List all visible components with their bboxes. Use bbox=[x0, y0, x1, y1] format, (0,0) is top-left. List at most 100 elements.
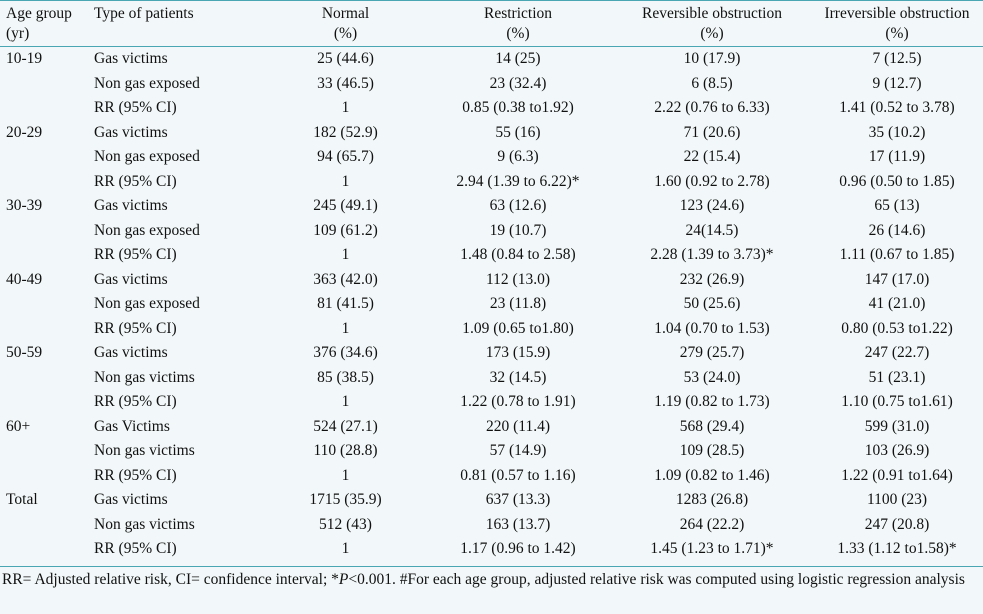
table-header: Age group (yr) Type of patients Normal (… bbox=[0, 0, 983, 47]
cell-age-group bbox=[0, 317, 94, 342]
cell-normal: 109 (61.2) bbox=[313, 221, 378, 239]
cell-restriction: 19 (10.7) bbox=[489, 221, 547, 239]
header-irreversible-line2: (%) bbox=[885, 25, 909, 42]
cell-irreversible-obstruction: 41 (21.0) bbox=[868, 295, 926, 312]
cell-normal: 33 (46.5) bbox=[317, 74, 374, 92]
cell-type-of-patients: RR (95% CI) bbox=[94, 99, 177, 116]
cell-irreversible-obstruction: 247 (20.8) bbox=[864, 515, 930, 533]
cell-age-group: 20-29 bbox=[6, 123, 43, 141]
cell-type-of-patients: Non gas exposed bbox=[94, 74, 200, 92]
cell-normal: 1 bbox=[341, 393, 350, 410]
table-row: Non gas exposed 33 (46.5) 23 (32.4) 6 (8.5)… bbox=[0, 72, 983, 97]
cell-irreversible-obstruction: 147 (17.0) bbox=[864, 270, 930, 288]
cell-irreversible-obstruction: 1.22 (0.91 to1.64) bbox=[841, 466, 953, 484]
cell-restriction: 173 (15.9) bbox=[485, 344, 551, 361]
cell-age-group bbox=[0, 170, 94, 195]
header-age-group-line1: Age group bbox=[6, 5, 72, 22]
cell-reversible-obstruction: 71 (20.6) bbox=[683, 123, 741, 141]
cell-normal: 1 bbox=[341, 246, 350, 263]
header-reversible-obstruction: Reversible obstruction (%) bbox=[619, 0, 805, 47]
footnote-part2: <0.001. #For each age group, adjusted re… bbox=[348, 571, 965, 588]
table-row: RR (95% CI) 1 1.22 (0.78 to 1.91) 1.19 (0.8… bbox=[0, 390, 983, 415]
cell-reversible-obstruction: 53 (24.0) bbox=[683, 368, 741, 386]
cell-restriction: 637 (13.3) bbox=[485, 491, 551, 508]
cell-age-group: 30-39 bbox=[6, 197, 43, 214]
cell-restriction: 23 (32.4) bbox=[489, 74, 547, 92]
cell-irreversible-obstruction: 0.80 (0.53 to1.22) bbox=[841, 319, 953, 337]
header-reversible-line1: Reversible obstruction bbox=[642, 5, 782, 22]
cell-irreversible-obstruction: 103 (26.9) bbox=[864, 442, 930, 459]
cell-irreversible-obstruction: 0.96 (0.50 to 1.85) bbox=[839, 172, 955, 190]
cell-reversible-obstruction: 1.60 (0.92 to 2.78) bbox=[654, 172, 770, 190]
cell-type-of-patients: Non gas exposed bbox=[94, 295, 200, 312]
cell-reversible-obstruction: 1.45 (1.23 to 1.71)* bbox=[650, 540, 774, 557]
table-row: 30-39 Gas victims 245 (49.1) 63 (12.6) 123 (… bbox=[0, 194, 983, 219]
cell-age-group bbox=[0, 292, 94, 317]
table-row: 40-49 Gas victims 363 (42.0) 112 (13.0) 232 … bbox=[0, 268, 983, 293]
cell-irreversible-obstruction: 1.10 (0.75 to1.61) bbox=[841, 393, 953, 410]
cell-reversible-obstruction: 50 (25.6) bbox=[683, 295, 741, 312]
cell-irreversible-obstruction: 9 (12.7) bbox=[872, 74, 922, 92]
cell-reversible-obstruction: 109 (28.5) bbox=[679, 442, 745, 459]
cell-type-of-patients: Gas victims bbox=[94, 270, 168, 288]
cell-reversible-obstruction: 1.04 (0.70 to 1.53) bbox=[654, 319, 770, 337]
cell-reversible-obstruction: 1.09 (0.82 to 1.46) bbox=[654, 466, 770, 484]
cell-normal: 363 (42.0) bbox=[313, 270, 378, 288]
header-restriction-line1: Restriction bbox=[483, 5, 553, 22]
cell-irreversible-obstruction: 26 (14.6) bbox=[868, 221, 926, 239]
header-restriction-line2: (%) bbox=[506, 25, 530, 42]
cell-reversible-obstruction: 24(14.5) bbox=[685, 221, 739, 239]
cell-restriction: 1.48 (0.84 to 2.58) bbox=[460, 246, 576, 263]
cell-age-group bbox=[0, 439, 94, 464]
header-irreversible-obstruction: Irreversible obstruction (%) bbox=[805, 0, 983, 47]
table-body: 10-19 Gas victims 25 (44.6) 14 (25) 10 (17.9… bbox=[0, 47, 983, 562]
header-row: Age group (yr) Type of patients Normal (… bbox=[0, 0, 983, 47]
cell-irreversible-obstruction: 599 (31.0) bbox=[864, 417, 930, 435]
table-row: Non gas exposed 81 (41.5) 23 (11.8) 50 (25.… bbox=[0, 292, 983, 317]
cell-type-of-patients: Gas victims bbox=[94, 123, 168, 141]
cell-reversible-obstruction: 2.22 (0.76 to 6.33) bbox=[654, 99, 770, 116]
cell-age-group bbox=[0, 145, 94, 170]
cell-restriction: 23 (11.8) bbox=[489, 295, 547, 312]
cell-normal: 25 (44.6) bbox=[317, 50, 374, 67]
table-row: 10-19 Gas victims 25 (44.6) 14 (25) 10 (17.9… bbox=[0, 47, 983, 72]
cell-irreversible-obstruction: 35 (10.2) bbox=[868, 123, 926, 141]
cell-normal: 1715 (35.9) bbox=[309, 491, 382, 508]
cell-age-group bbox=[0, 390, 94, 415]
cell-age-group: 10-19 bbox=[6, 50, 43, 67]
table-footnote: RR= Adjusted relative risk, CI= confiden… bbox=[0, 566, 983, 614]
cell-type-of-patients: Non gas exposed bbox=[94, 148, 200, 165]
data-table: Age group (yr) Type of patients Normal (… bbox=[0, 0, 983, 562]
cell-age-group: Total bbox=[6, 491, 38, 508]
table-row: RR (95% CI) 1 1.09 (0.65 to1.80) 1.04 (0.70… bbox=[0, 317, 983, 342]
cell-restriction: 1.09 (0.65 to1.80) bbox=[462, 319, 574, 337]
cell-normal: 110 (28.8) bbox=[313, 442, 378, 459]
cell-restriction: 55 (16) bbox=[495, 123, 541, 141]
cell-normal: 1 bbox=[341, 172, 350, 190]
cell-type-of-patients: Gas victims bbox=[94, 197, 168, 214]
table-row: Non gas victims 110 (28.8) 57 (14.9) 109 (2… bbox=[0, 439, 983, 464]
cell-normal: 1 bbox=[341, 99, 350, 116]
header-normal-line2: (%) bbox=[333, 25, 358, 42]
header-age-group-line2: (yr) bbox=[6, 25, 30, 42]
cell-type-of-patients: RR (95% CI) bbox=[94, 540, 177, 557]
cell-reversible-obstruction: 279 (25.7) bbox=[679, 344, 745, 361]
cell-type-of-patients: RR (95% CI) bbox=[94, 393, 177, 410]
table-row: Non gas victims 512 (43) 163 (13.7) 264 (22… bbox=[0, 513, 983, 538]
cell-restriction: 0.81 (0.57 to 1.16) bbox=[460, 466, 576, 484]
cell-normal: 1 bbox=[341, 319, 350, 337]
cell-age-group bbox=[0, 72, 94, 97]
table-row: RR (95% CI) 1 2.94 (1.39 to 6.22)* 1.60 (0.… bbox=[0, 170, 983, 195]
cell-normal: 1 bbox=[341, 540, 350, 557]
cell-type-of-patients: RR (95% CI) bbox=[94, 466, 177, 484]
cell-restriction: 1.22 (0.78 to 1.91) bbox=[460, 393, 576, 410]
cell-age-group bbox=[0, 464, 94, 489]
cell-restriction: 63 (12.6) bbox=[489, 197, 547, 214]
cell-reversible-obstruction: 22 (15.4) bbox=[683, 148, 741, 165]
cell-normal: 1 bbox=[341, 466, 350, 484]
cell-reversible-obstruction: 123 (24.6) bbox=[679, 197, 745, 214]
header-normal-line1: Normal bbox=[321, 5, 370, 22]
cell-normal: 94 (65.7) bbox=[317, 148, 374, 165]
header-type-of-patients: Type of patients bbox=[94, 0, 274, 47]
table-row: Non gas exposed 109 (61.2) 19 (10.7) 24(14.… bbox=[0, 219, 983, 244]
